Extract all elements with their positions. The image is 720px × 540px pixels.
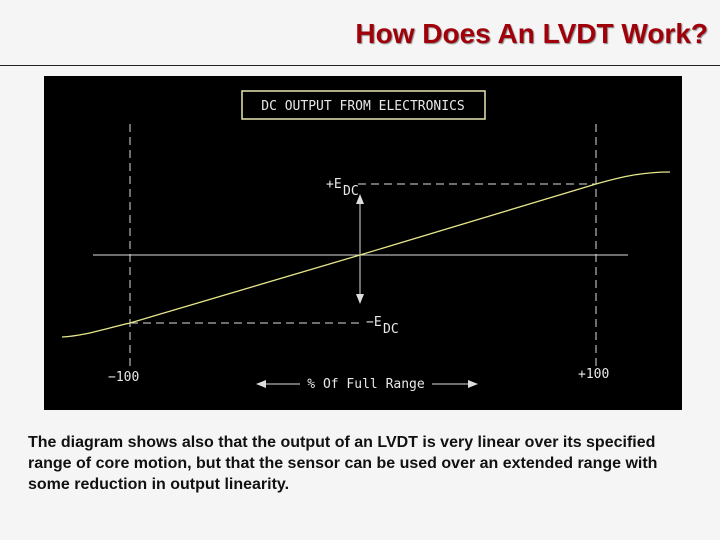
arrowhead xyxy=(468,380,478,388)
arrowhead xyxy=(256,380,266,388)
slide-title: How Does An LVDT Work? xyxy=(355,18,708,49)
plus-e-label: +E xyxy=(326,177,342,192)
minus-e-label: −E xyxy=(366,315,382,330)
diagram-background xyxy=(44,76,682,410)
label-box xyxy=(241,90,486,120)
output-curve xyxy=(61,171,671,338)
lvdt-diagram: DC OUTPUT FROM ELECTRONICS +E DC −E DC −… xyxy=(44,76,682,410)
arrowhead xyxy=(356,294,364,304)
title-rule xyxy=(0,65,720,66)
box-label: DC OUTPUT FROM ELECTRONICS xyxy=(261,99,465,114)
minus-e-subscript: DC xyxy=(383,322,399,337)
left-limit-label: −100 xyxy=(108,370,139,385)
axis-label: % Of Full Range xyxy=(307,377,425,392)
caption: The diagram shows also that the output o… xyxy=(28,434,658,493)
plus-e-subscript: DC xyxy=(343,184,359,199)
arrowhead xyxy=(356,194,364,204)
right-limit-label: +100 xyxy=(578,367,609,382)
